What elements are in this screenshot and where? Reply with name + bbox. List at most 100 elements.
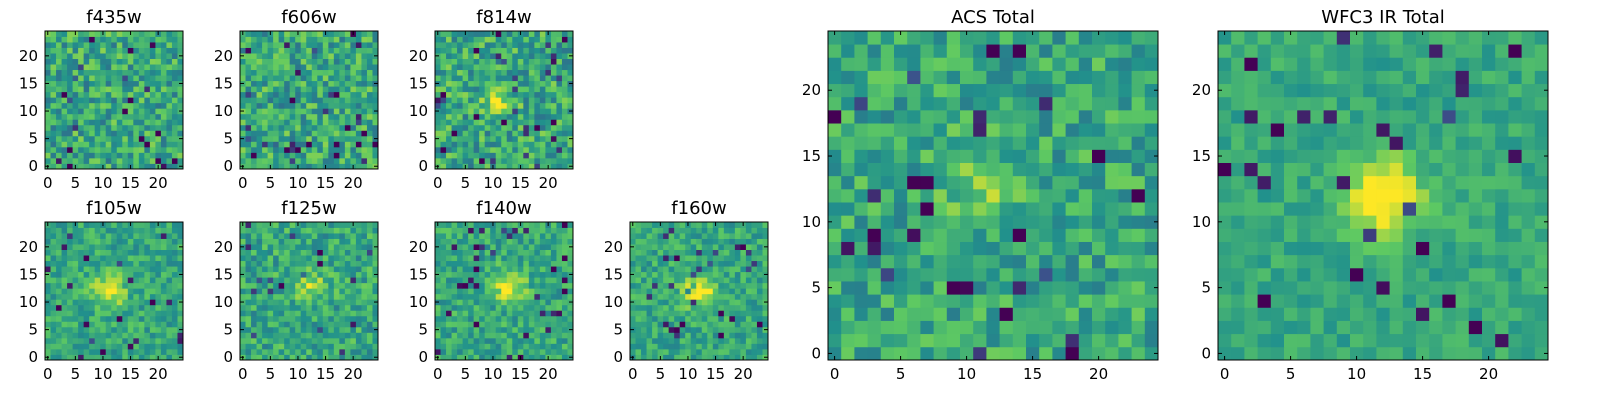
heatmap-cell bbox=[440, 113, 447, 120]
heatmap-cell bbox=[56, 315, 62, 322]
heatmap-cell bbox=[278, 222, 285, 228]
heatmap-cell bbox=[528, 244, 535, 250]
heatmap-cell bbox=[306, 293, 313, 300]
heatmap-cell bbox=[1065, 254, 1080, 269]
heatmap-cell bbox=[317, 277, 324, 284]
heatmap-cell bbox=[322, 141, 329, 148]
heatmap-cell bbox=[506, 233, 513, 239]
heatmap-cell bbox=[322, 227, 329, 234]
heatmap-cell bbox=[344, 31, 351, 37]
heatmap-cell bbox=[523, 354, 530, 361]
heatmap-cell bbox=[127, 47, 134, 54]
heatmap-cell bbox=[668, 315, 675, 322]
heatmap-cell bbox=[61, 321, 68, 328]
heatmap-cell bbox=[251, 42, 257, 48]
heatmap-cell bbox=[751, 222, 758, 228]
heatmap-cell bbox=[828, 175, 842, 190]
heatmap-cell bbox=[561, 146, 568, 153]
heatmap-cell bbox=[745, 282, 752, 289]
heatmap-cell bbox=[539, 119, 546, 126]
heatmap-cell bbox=[50, 141, 57, 148]
heatmap-cell bbox=[322, 299, 329, 306]
heatmap-cell bbox=[567, 288, 574, 295]
heatmap-cell bbox=[361, 31, 368, 37]
heatmap-cell bbox=[372, 282, 379, 289]
heatmap-cell bbox=[539, 157, 546, 164]
heatmap-cell bbox=[679, 277, 686, 284]
heatmap-cell bbox=[284, 354, 291, 361]
heatmap-cell bbox=[484, 58, 491, 65]
heatmap-cell bbox=[45, 249, 51, 256]
heatmap-cell bbox=[138, 130, 145, 137]
heatmap-cell bbox=[289, 108, 296, 115]
heatmap-cell bbox=[138, 277, 145, 284]
heatmap-cell bbox=[83, 91, 90, 98]
heatmap-cell bbox=[1039, 228, 1053, 242]
heatmap-cell bbox=[451, 227, 458, 234]
heatmap-cell bbox=[262, 343, 268, 350]
heatmap-cell bbox=[745, 260, 752, 267]
heatmap-cell bbox=[528, 233, 535, 239]
heatmap-cell bbox=[67, 113, 73, 120]
heatmap-cell bbox=[133, 337, 140, 344]
heatmap-cell bbox=[920, 241, 934, 256]
heatmap-cell bbox=[451, 64, 458, 71]
heatmap-cell bbox=[89, 244, 96, 250]
heatmap-cell bbox=[317, 157, 324, 164]
heatmap-cell bbox=[495, 299, 502, 306]
heatmap-cell bbox=[240, 282, 246, 289]
heatmap-cell bbox=[122, 227, 129, 234]
heatmap-cell bbox=[501, 277, 508, 284]
heatmap-cell bbox=[446, 332, 452, 339]
y-tick-label: 0 bbox=[223, 348, 233, 366]
heatmap-cell bbox=[517, 348, 524, 355]
heatmap-cell bbox=[138, 321, 145, 328]
heatmap-cell bbox=[523, 271, 530, 278]
heatmap-cell bbox=[67, 321, 73, 328]
heatmap-cell bbox=[56, 163, 62, 170]
heatmap-cell bbox=[171, 135, 178, 142]
heatmap-cell bbox=[262, 238, 268, 245]
heatmap-cell bbox=[111, 113, 118, 120]
heatmap-cell bbox=[166, 152, 173, 159]
heatmap-cell bbox=[251, 321, 257, 328]
heatmap-cell bbox=[685, 304, 692, 311]
heatmap-cell bbox=[278, 260, 285, 267]
heatmap-cell bbox=[451, 163, 458, 170]
heatmap-cell bbox=[311, 227, 318, 234]
heatmap-cell bbox=[512, 113, 519, 120]
heatmap-cell bbox=[50, 255, 57, 262]
heatmap-cell bbox=[256, 141, 263, 148]
heatmap-cell bbox=[366, 113, 373, 120]
heatmap-cell bbox=[745, 249, 752, 256]
heatmap-cell bbox=[138, 337, 145, 344]
heatmap-cell bbox=[468, 310, 475, 317]
heatmap-cell bbox=[306, 108, 313, 115]
heatmap-cell bbox=[240, 141, 246, 148]
heatmap-cell bbox=[83, 233, 90, 239]
heatmap-cell bbox=[284, 80, 291, 87]
heatmap-cell bbox=[641, 310, 647, 317]
heatmap-cell bbox=[300, 53, 307, 59]
heatmap-cell bbox=[528, 141, 535, 148]
heatmap-cell bbox=[880, 254, 895, 269]
heatmap-cell bbox=[674, 354, 681, 361]
heatmap-cell bbox=[517, 244, 524, 250]
heatmap-cell bbox=[295, 255, 302, 262]
heatmap-cell bbox=[550, 343, 557, 350]
heatmap-cell bbox=[734, 277, 741, 284]
heatmap-cell bbox=[707, 260, 714, 267]
heatmap-cell bbox=[506, 332, 513, 339]
heatmap-cell bbox=[729, 310, 736, 317]
heatmap-cell bbox=[1105, 162, 1119, 177]
heatmap-cell bbox=[1026, 320, 1040, 335]
heatmap-cell bbox=[696, 260, 703, 267]
heatmap-cell bbox=[295, 304, 302, 311]
heatmap-cell bbox=[674, 244, 681, 250]
heatmap-cell bbox=[89, 69, 96, 76]
heatmap-cell bbox=[177, 119, 184, 126]
heatmap-cell bbox=[171, 354, 178, 361]
heatmap-cell bbox=[668, 233, 675, 239]
heatmap-cell bbox=[116, 141, 123, 148]
heatmap-cell bbox=[333, 102, 340, 109]
